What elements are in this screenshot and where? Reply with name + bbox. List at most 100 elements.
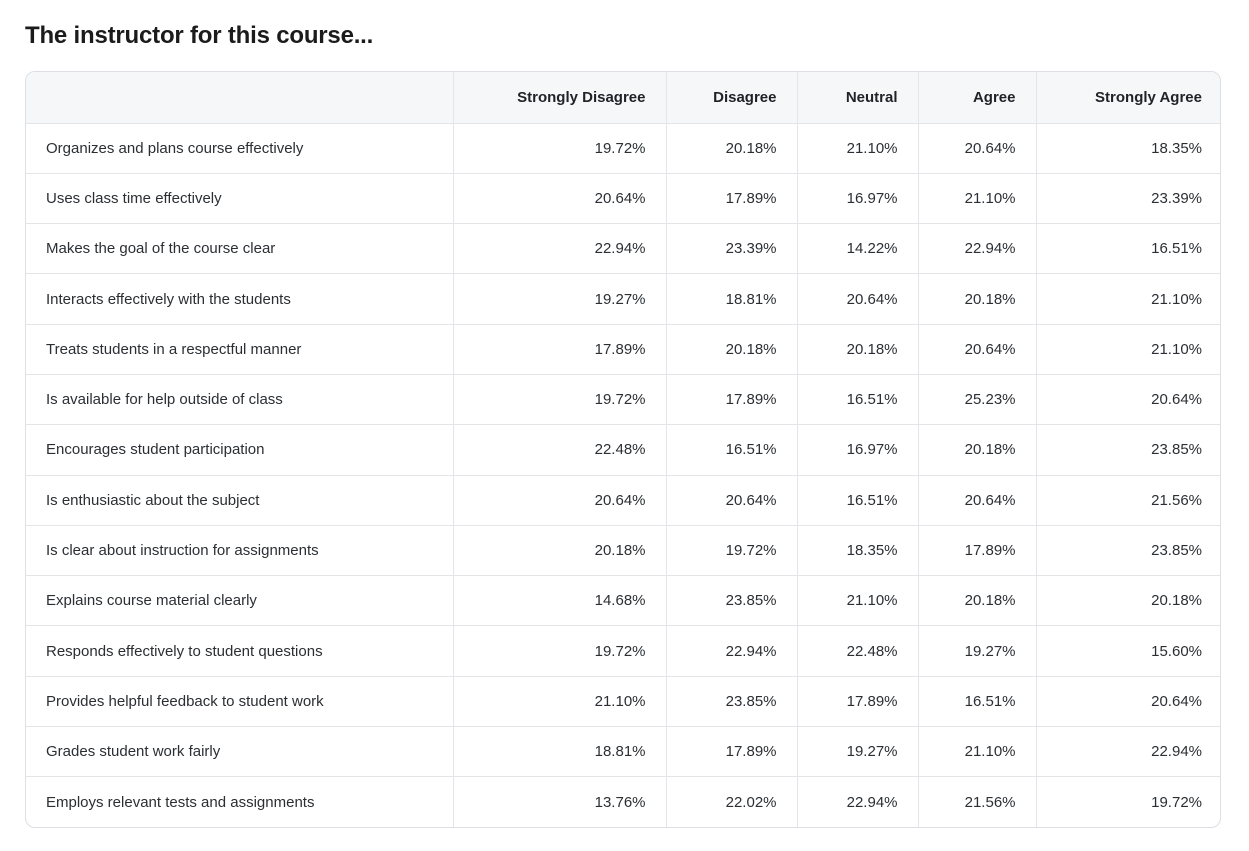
row-label: Uses class time effectively: [26, 173, 453, 225]
table-row: Explains course material clearly 14.68% 23…: [26, 575, 1220, 627]
cell-disagree: 17.89%: [665, 726, 797, 778]
cell-strongly-agree: 18.35%: [1035, 123, 1220, 174]
header-cell-disagree: Disagree: [665, 72, 797, 124]
table-row: Treats students in a respectful manner 17…: [26, 324, 1220, 375]
header-row: Strongly Disagree Disagree Neutral Agree…: [26, 72, 1220, 124]
cell-strongly-disagree: 22.94%: [452, 223, 666, 275]
results-table-container: Strongly Disagree Disagree Neutral Agree…: [25, 71, 1221, 829]
cell-agree: 21.10%: [917, 726, 1036, 778]
cell-strongly-disagree: 20.64%: [452, 475, 666, 526]
cell-neutral: 21.10%: [796, 575, 918, 627]
cell-disagree: 17.89%: [665, 173, 797, 225]
row-label: Employs relevant tests and assignments: [46, 793, 315, 811]
cell-disagree: 19.72%: [665, 525, 797, 577]
cell-strongly-agree: 21.10%: [1035, 273, 1220, 325]
cell-agree: 25.23%: [917, 374, 1036, 426]
cell-disagree: 23.85%: [665, 676, 797, 728]
table-row: Grades student work fairly 18.81% 17.89% 19…: [26, 726, 1220, 778]
cell-agree: 20.18%: [917, 575, 1036, 627]
cell-strongly-agree: 20.64%: [1035, 676, 1220, 728]
cell-disagree: 17.89%: [665, 374, 797, 426]
cell-strongly-disagree: 22.48%: [452, 424, 666, 476]
table-row: Is available for help outside of class 19…: [26, 374, 1220, 426]
row-label: Provides helpful feedback to student wor…: [26, 676, 453, 728]
cell-strongly-agree: 15.60%: [1035, 625, 1220, 677]
cell-neutral: 20.18%: [796, 324, 918, 375]
row-label: Interacts effectively with the students: [26, 273, 453, 325]
cell-strongly-agree: 23.85%: [1035, 525, 1220, 577]
cell-strongly-agree: 20.18%: [1035, 575, 1220, 627]
cell-neutral: 19.27%: [796, 726, 918, 778]
cell-neutral: 20.64%: [796, 273, 918, 325]
table-row: Is clear about instruction for assignmen…: [26, 525, 1220, 577]
cell-agree: 20.64%: [917, 123, 1036, 174]
cell-agree: 19.27%: [917, 625, 1036, 677]
cell-disagree: 22.02%: [665, 776, 797, 828]
header-cell-neutral: Neutral: [796, 72, 918, 124]
table-row: Employs relevant tests and assignments 13…: [26, 776, 1220, 828]
cell-neutral: 17.89%: [796, 676, 918, 728]
cell-strongly-disagree: 19.72%: [452, 123, 666, 174]
cell-neutral: 16.97%: [796, 424, 918, 476]
table-row: Organizes and plans course effectively 19…: [26, 123, 1220, 174]
cell-strongly-disagree: 14.68%: [452, 575, 666, 627]
row-label: Is enthusiastic about the subject: [26, 475, 453, 526]
cell-strongly-agree: 22.94%: [1035, 726, 1220, 778]
cell-disagree: 18.81%: [665, 273, 797, 325]
row-label: Makes the goal of the course clear: [26, 223, 453, 275]
cell-neutral: 21.10%: [796, 123, 918, 174]
results-table: Strongly Disagree Disagree Neutral Agree…: [26, 72, 1220, 828]
cell-neutral: 16.97%: [796, 173, 918, 225]
cell-strongly-disagree: 17.89%: [452, 324, 666, 375]
row-label: Organizes and plans course effectively: [26, 123, 453, 174]
table-row: Provides helpful feedback to student wor…: [26, 676, 1220, 728]
row-label: Responds effectively to student question…: [26, 625, 453, 677]
cell-disagree: 22.94%: [665, 625, 797, 677]
cell-disagree: 20.18%: [665, 123, 797, 174]
cell-strongly-disagree: 19.27%: [452, 273, 666, 325]
cell-neutral: 14.22%: [796, 223, 918, 275]
cell-disagree: 23.85%: [665, 575, 797, 627]
table-header: Strongly Disagree Disagree Neutral Agree…: [26, 72, 1220, 124]
cell-neutral: 18.35%: [796, 525, 918, 577]
table-row: Uses class time effectively 20.64% 17.89% 1…: [26, 173, 1220, 225]
cell-strongly-agree: 23.85%: [1035, 424, 1220, 476]
cell-agree: 20.18%: [917, 273, 1036, 325]
cell-disagree: 23.39%: [665, 223, 797, 275]
cell-neutral: 16.51%: [796, 475, 918, 526]
cell-strongly-agree: 19.72%: [1035, 776, 1220, 828]
header-cell-strongly-agree: Strongly Agree: [1035, 72, 1220, 124]
cell-strongly-disagree: 21.10%: [452, 676, 666, 728]
header-cell-agree: Agree: [917, 72, 1036, 124]
row-label: Grades student work fairly: [26, 726, 453, 778]
row-label: Is available for help outside of class: [26, 374, 453, 426]
cell-strongly-agree: 21.10%: [1035, 324, 1220, 375]
row-label: Explains course material clearly: [26, 575, 453, 627]
cell-strongly-agree: 23.39%: [1035, 173, 1220, 225]
cell-agree: 21.56%: [917, 776, 1036, 828]
cell-strongly-disagree: 20.64%: [452, 173, 666, 225]
cell-disagree: 16.51%: [665, 424, 797, 476]
cell-neutral: 16.51%: [796, 374, 918, 426]
cell-strongly-agree: 20.64%: [1035, 374, 1220, 426]
table-row: Responds effectively to student question…: [26, 625, 1220, 677]
cell-agree: 17.89%: [917, 525, 1036, 577]
row-label: Encourages student participation: [26, 424, 453, 476]
cell-neutral: 22.48%: [796, 625, 918, 677]
cell-agree: 21.10%: [917, 173, 1036, 225]
cell-strongly-agree: 21.56%: [1035, 475, 1220, 526]
cell-neutral: 22.94%: [796, 776, 918, 828]
header-cell-strongly-disagree: Strongly Disagree: [452, 72, 666, 124]
cell-strongly-disagree: 19.72%: [452, 374, 666, 426]
table-row: Is enthusiastic about the subject 20.64% 2…: [26, 475, 1220, 526]
cell-agree: 22.94%: [917, 223, 1036, 275]
cell-strongly-disagree: 18.81%: [452, 726, 666, 778]
row-label: Is clear about instruction for assignmen…: [26, 525, 453, 577]
table-row: Makes the goal of the course clear 22.94%…: [26, 223, 1220, 275]
cell-disagree: 20.64%: [665, 475, 797, 526]
table-row: Encourages student participation 22.48% 16…: [26, 424, 1220, 476]
table-body: Organizes and plans course effectively 19…: [26, 123, 1220, 828]
cell-strongly-disagree: 20.18%: [452, 525, 666, 577]
cell-agree: 20.64%: [917, 475, 1036, 526]
